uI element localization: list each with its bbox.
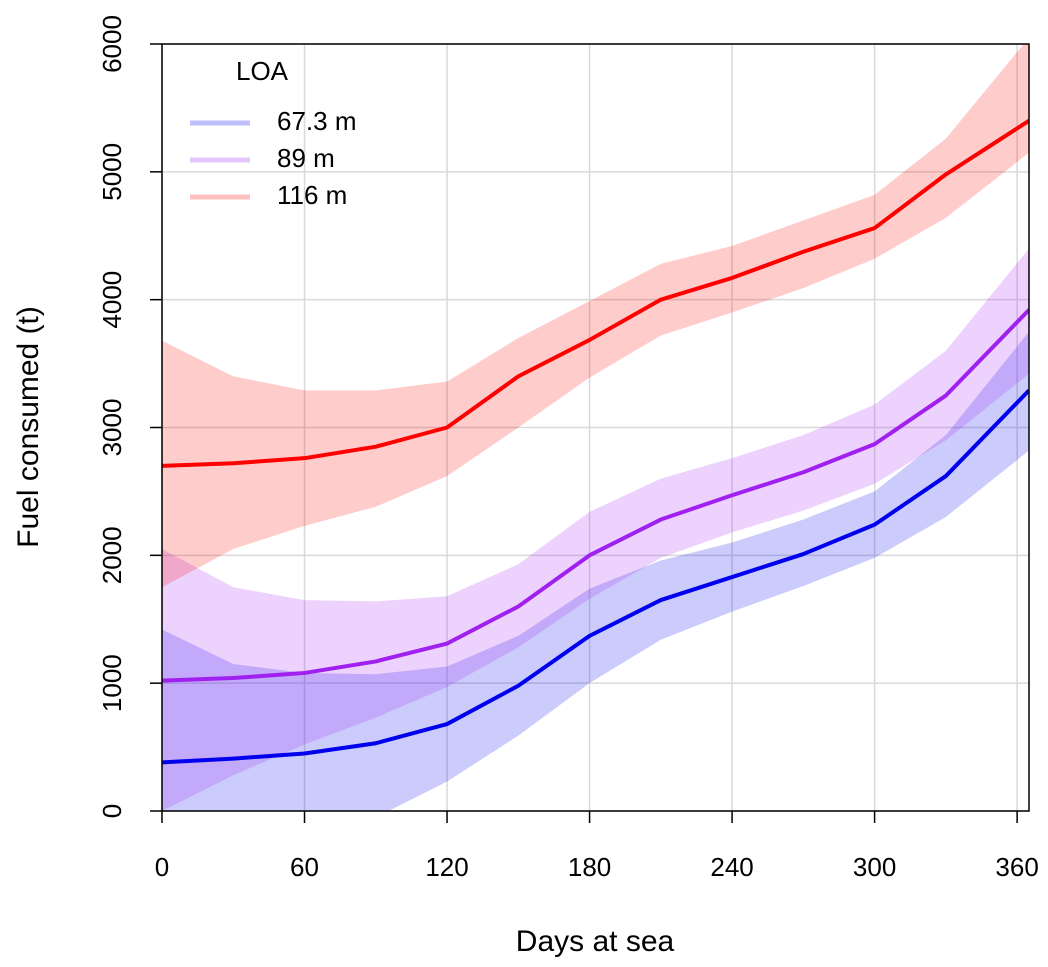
x-tick-label: 0 [155, 852, 169, 882]
y-axis-title: Fuel consumed (t) [12, 306, 45, 548]
legend-label: 116 m [277, 180, 347, 210]
legend-label: 89 m [277, 143, 335, 173]
y-tick-label: 6000 [97, 15, 127, 73]
x-tick-label: 60 [290, 852, 319, 882]
x-tick-label: 120 [425, 852, 468, 882]
confidence-band [162, 331, 1029, 811]
legend-title: LOA [236, 56, 289, 86]
legend-label: 67.3 m [277, 106, 357, 136]
y-tick-label: 4000 [97, 271, 127, 329]
y-tick-label: 2000 [97, 526, 127, 584]
x-tick-label: 300 [853, 852, 896, 882]
x-tick-label: 360 [995, 852, 1038, 882]
x-axis-title: Days at sea [516, 925, 675, 958]
y-tick-label: 3000 [97, 399, 127, 457]
series-line [162, 119, 1029, 468]
y-tick-label: 5000 [97, 143, 127, 201]
lines [162, 119, 1029, 765]
y-tick-label: 1000 [97, 654, 127, 712]
series-line [162, 389, 1029, 765]
legend: LOA 67.3 m 89 m 116 m [190, 56, 357, 210]
x-tick-label: 180 [568, 852, 611, 882]
y-tick-label: 0 [97, 804, 127, 818]
confidence-band [162, 44, 1029, 588]
series-line [162, 308, 1029, 683]
axes: 0 60 120 180 240 300 360 0 1000 2000 3000 4000 5000 6… [97, 15, 1039, 882]
bands [162, 44, 1029, 811]
confidence-band [162, 248, 1029, 811]
x-tick-label: 240 [710, 852, 753, 882]
